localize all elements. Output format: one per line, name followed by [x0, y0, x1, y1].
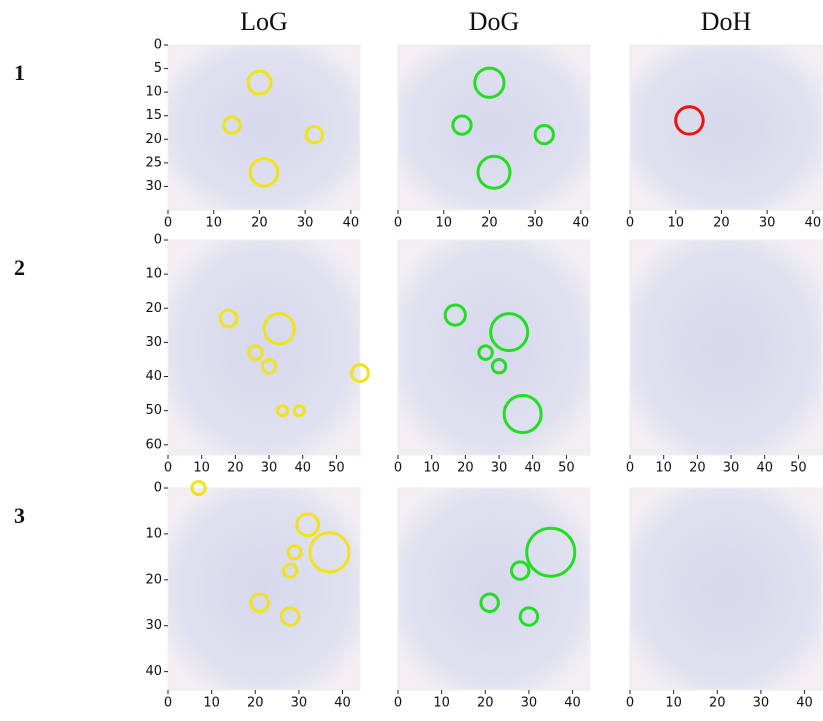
- y-tick-label: 30: [145, 335, 162, 350]
- row-label: 2: [14, 255, 25, 280]
- x-tick-label: 30: [491, 461, 508, 476]
- x-tick-label: 50: [790, 461, 807, 476]
- x-tick-label: 10: [203, 696, 220, 711]
- y-tick-label: 5: [154, 61, 162, 76]
- x-tick-label: 40: [573, 216, 590, 231]
- x-tick-label: 40: [524, 461, 541, 476]
- x-tick-label: 40: [343, 216, 360, 231]
- y-tick-label: 60: [145, 437, 162, 452]
- image-panel: [398, 488, 590, 690]
- x-tick-label: 0: [164, 216, 172, 231]
- x-tick-label: 0: [394, 696, 402, 711]
- y-tick-label: 10: [145, 526, 162, 541]
- y-tick-label: 30: [145, 618, 162, 633]
- y-tick-label: 0: [154, 233, 162, 248]
- x-tick-label: 30: [759, 216, 776, 231]
- x-tick-label: 20: [481, 216, 498, 231]
- y-tick-label: 20: [145, 132, 162, 147]
- x-tick-label: 40: [564, 696, 581, 711]
- x-tick-label: 40: [334, 696, 351, 711]
- x-tick-label: 20: [227, 461, 244, 476]
- x-tick-label: 20: [713, 216, 730, 231]
- x-tick-label: 40: [294, 461, 311, 476]
- x-tick-label: 0: [164, 461, 172, 476]
- x-tick-label: 10: [433, 696, 450, 711]
- x-tick-label: 20: [709, 696, 726, 711]
- x-tick-label: 40: [756, 461, 773, 476]
- y-tick-label: 15: [145, 108, 162, 123]
- x-tick-label: 50: [558, 461, 575, 476]
- x-tick-label: 0: [626, 696, 634, 711]
- x-tick-label: 0: [164, 696, 172, 711]
- y-tick-label: 10: [145, 85, 162, 100]
- x-tick-label: 30: [261, 461, 278, 476]
- x-tick-label: 10: [667, 216, 684, 231]
- x-tick-label: 20: [689, 461, 706, 476]
- y-tick-label: 0: [154, 38, 162, 53]
- image-panel: [630, 488, 822, 690]
- x-tick-label: 30: [753, 696, 770, 711]
- x-tick-label: 0: [394, 461, 402, 476]
- y-tick-label: 50: [145, 403, 162, 418]
- x-tick-label: 10: [423, 461, 440, 476]
- x-tick-label: 20: [251, 216, 268, 231]
- x-tick-label: 30: [291, 696, 308, 711]
- y-tick-label: 0: [154, 481, 162, 496]
- x-tick-label: 30: [723, 461, 740, 476]
- y-tick-label: 30: [145, 179, 162, 194]
- row-label: 3: [14, 503, 25, 528]
- x-tick-label: 10: [205, 216, 222, 231]
- y-tick-label: 10: [145, 267, 162, 282]
- x-tick-label: 20: [247, 696, 264, 711]
- column-title: LoG: [240, 7, 288, 36]
- x-tick-label: 10: [435, 216, 452, 231]
- x-tick-label: 30: [521, 696, 538, 711]
- image-panel: [630, 240, 822, 455]
- x-tick-label: 0: [626, 216, 634, 231]
- y-tick-label: 40: [145, 369, 162, 384]
- row-label: 1: [14, 60, 25, 85]
- x-tick-label: 10: [665, 696, 682, 711]
- x-tick-label: 10: [655, 461, 672, 476]
- column-title: DoH: [701, 7, 752, 36]
- x-tick-label: 10: [193, 461, 210, 476]
- x-tick-label: 30: [297, 216, 314, 231]
- x-tick-label: 20: [477, 696, 494, 711]
- figure: LoGDoGDoH1230102030400510152025300102030…: [0, 0, 823, 721]
- image-panel: [168, 240, 360, 455]
- y-tick-label: 25: [145, 155, 162, 170]
- image-panel: [630, 45, 822, 210]
- x-tick-label: 20: [457, 461, 474, 476]
- x-tick-label: 50: [328, 461, 345, 476]
- image-panel: [168, 488, 360, 690]
- image-panel: [398, 240, 590, 455]
- x-tick-label: 40: [796, 696, 813, 711]
- y-tick-label: 20: [145, 572, 162, 587]
- y-tick-label: 20: [145, 301, 162, 316]
- x-tick-label: 30: [527, 216, 544, 231]
- x-tick-label: 0: [394, 216, 402, 231]
- x-tick-label: 0: [626, 461, 634, 476]
- y-tick-label: 40: [145, 664, 162, 679]
- column-title: DoG: [469, 7, 520, 36]
- x-tick-label: 40: [805, 216, 822, 231]
